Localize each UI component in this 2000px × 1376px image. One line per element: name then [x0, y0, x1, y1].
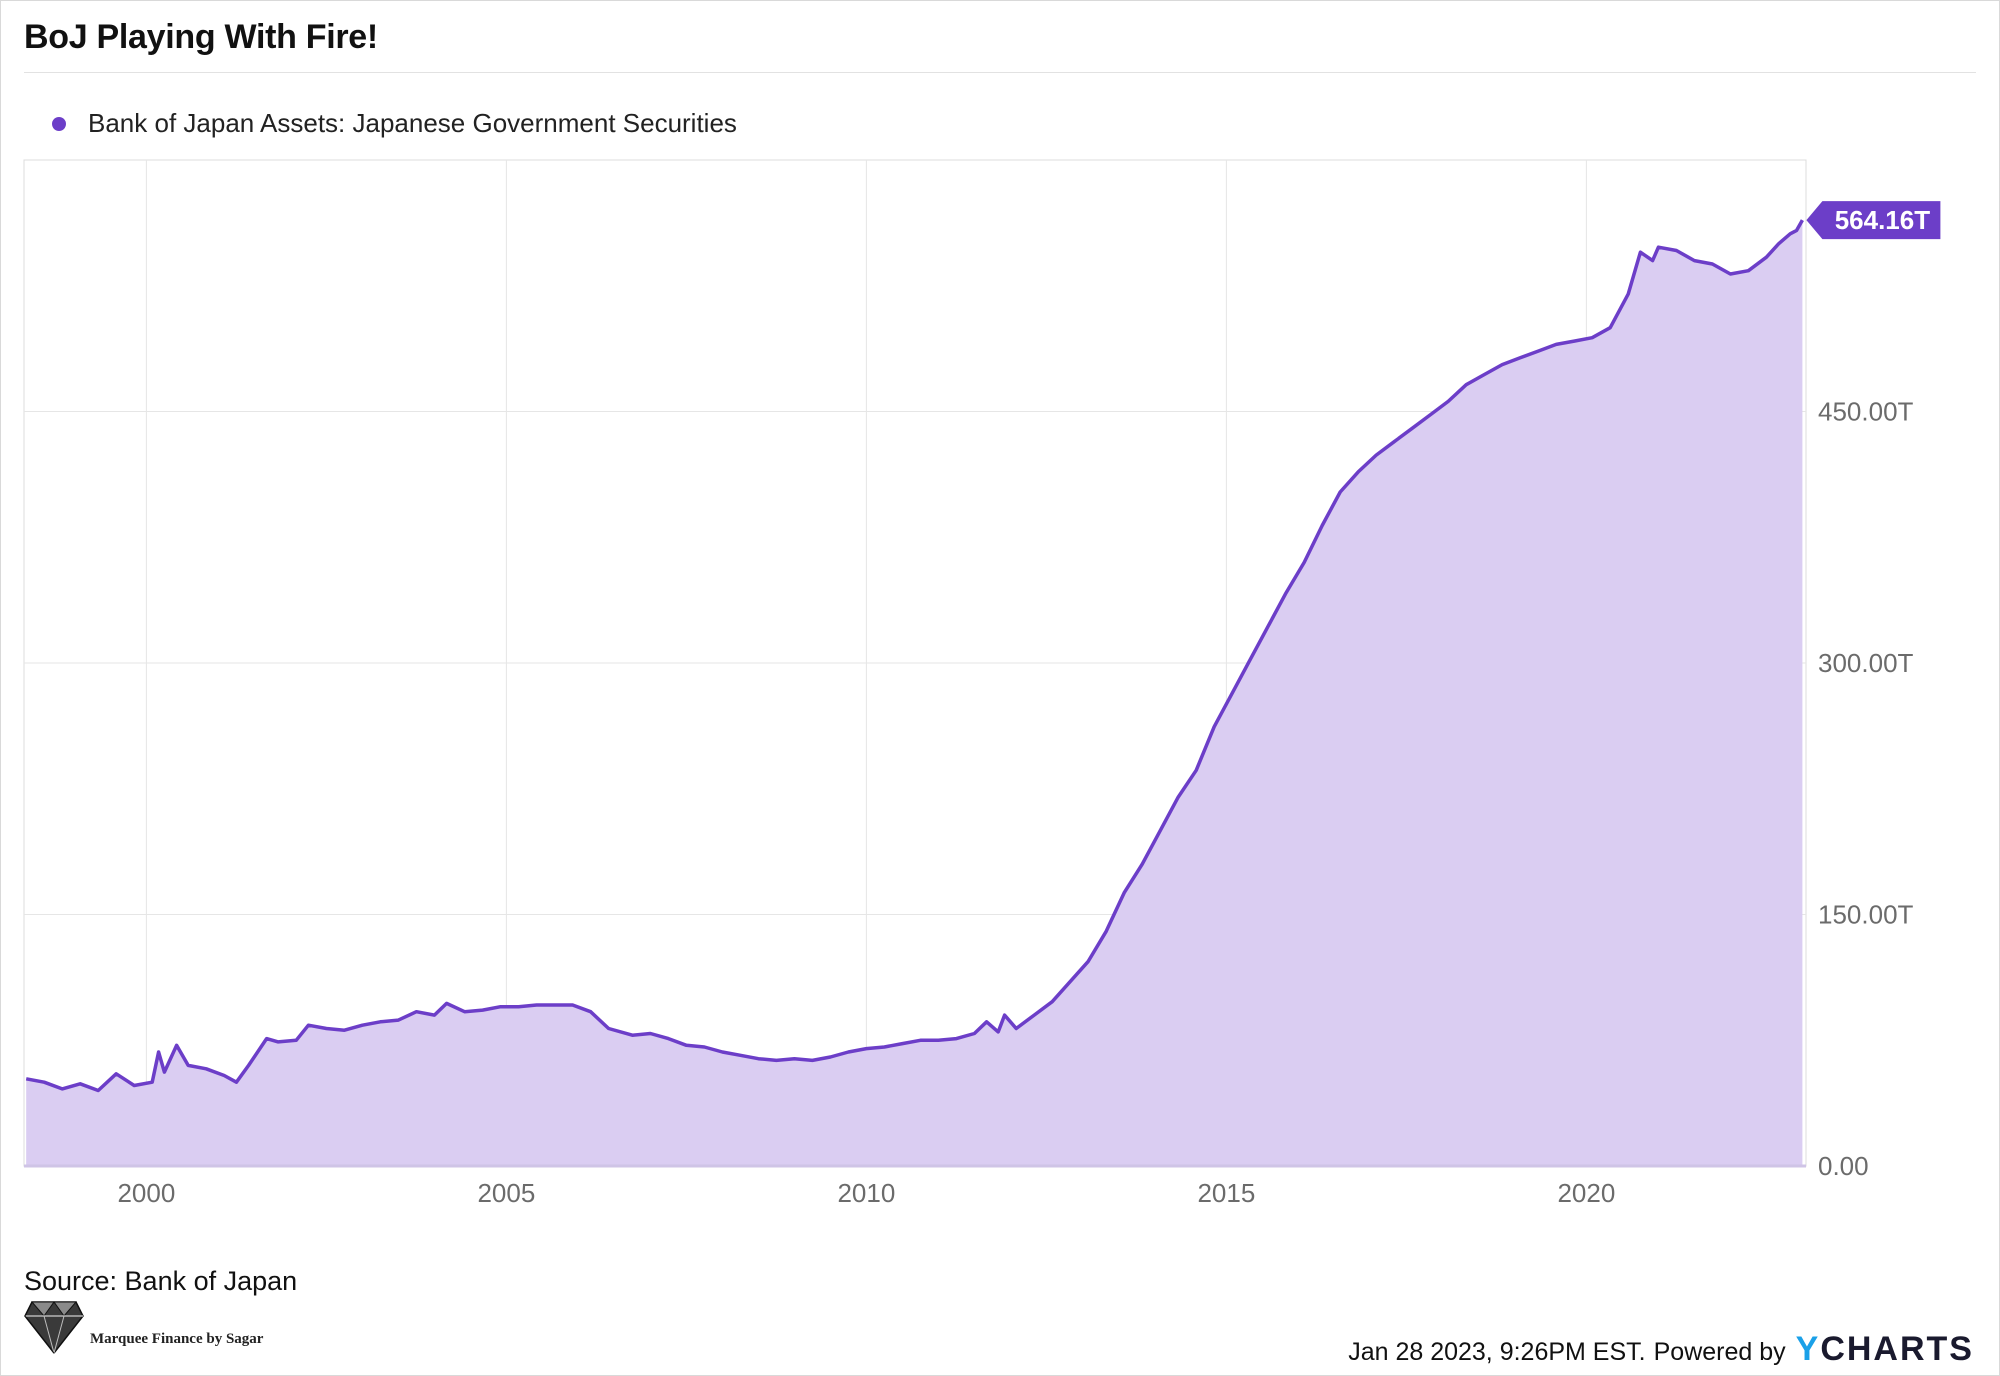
- ycharts-logo-y: Y: [1795, 1330, 1821, 1368]
- diamond-icon: [24, 1301, 84, 1354]
- ycharts-logo-text: CHARTS: [1820, 1330, 1974, 1368]
- series-area: [26, 220, 1803, 1167]
- y-tick-label: 0.00: [1818, 1151, 1869, 1181]
- chart-footer: Jan 28 2023, 9:26PM EST. Powered by YCHA…: [1348, 1330, 1974, 1369]
- y-tick-label: 450.00T: [1818, 397, 1914, 427]
- ycharts-logo[interactable]: YCHARTS: [1796, 1330, 1974, 1369]
- legend-label: Bank of Japan Assets: Japanese Governmen…: [88, 108, 737, 138]
- x-tick-label: 2000: [117, 1178, 175, 1208]
- series-line: [25, 219, 1804, 1093]
- last-value-label: 564.16T: [1835, 205, 1931, 235]
- x-tick-label: 2010: [837, 1178, 895, 1208]
- x-tick-label: 2015: [1197, 1178, 1255, 1208]
- logo-text: Marquee Finance by Sagar: [90, 1330, 264, 1347]
- timestamp: Jan 28 2023, 9:26PM EST.: [1348, 1338, 1646, 1366]
- last-value-tag: [1806, 201, 1941, 240]
- y-tick-label: 150.00T: [1818, 900, 1914, 930]
- publisher-logo: Marquee Finance by Sagar: [24, 1298, 263, 1354]
- chart-title: BoJ Playing With Fire!: [24, 18, 378, 56]
- x-tick-label: 2020: [1557, 1178, 1615, 1208]
- y-tick-label: 300.00T: [1818, 648, 1914, 678]
- source-note: Source: Bank of Japan: [24, 1266, 298, 1296]
- chart-legend: Bank of Japan Assets: Japanese Governmen…: [52, 108, 737, 139]
- title-divider: [24, 72, 1976, 73]
- legend-marker: [52, 116, 66, 131]
- powered-by-text: Powered by: [1653, 1338, 1786, 1366]
- x-tick-label: 2005: [477, 1178, 535, 1208]
